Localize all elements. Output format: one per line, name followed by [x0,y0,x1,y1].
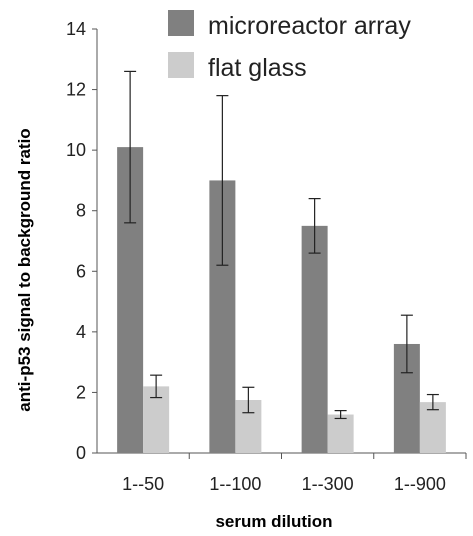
error-bars [124,70,439,420]
bar-microreactor-array-2 [301,225,328,453]
x-tick-label: 1--900 [394,474,446,494]
y-tick-label: 4 [76,322,86,342]
y-tick-label: 8 [76,201,86,221]
y-tick-label: 10 [66,140,86,160]
y-tick-label: 0 [76,443,86,463]
legend-label-flat-glass: flat glass [208,54,307,82]
x-axis: 1--50 1--100 1--300 1--900 [97,452,467,494]
y-axis: 0 2 4 6 8 10 12 14 [66,19,98,463]
legend-swatch-microreactor-array [168,10,194,36]
bar-flat-glass-3 [419,402,446,453]
y-axis-title: anti-p53 signal to background ratio [15,128,34,411]
x-tick-label: 1--50 [122,474,164,494]
x-tick-label: 1--300 [302,474,354,494]
bars [117,147,446,453]
legend: microreactor array flat glass [168,10,411,82]
y-tick-label: 14 [66,19,86,39]
legend-label-microreactor-array: microreactor array [208,12,411,40]
bar-flat-glass-2 [327,414,354,453]
y-tick-label: 6 [76,261,86,281]
x-axis-title: serum dilution [215,512,332,531]
legend-swatch-flat-glass [168,52,194,78]
x-tick-label: 1--100 [209,474,261,494]
y-tick-label: 12 [66,80,86,100]
y-tick-label: 2 [76,382,86,402]
